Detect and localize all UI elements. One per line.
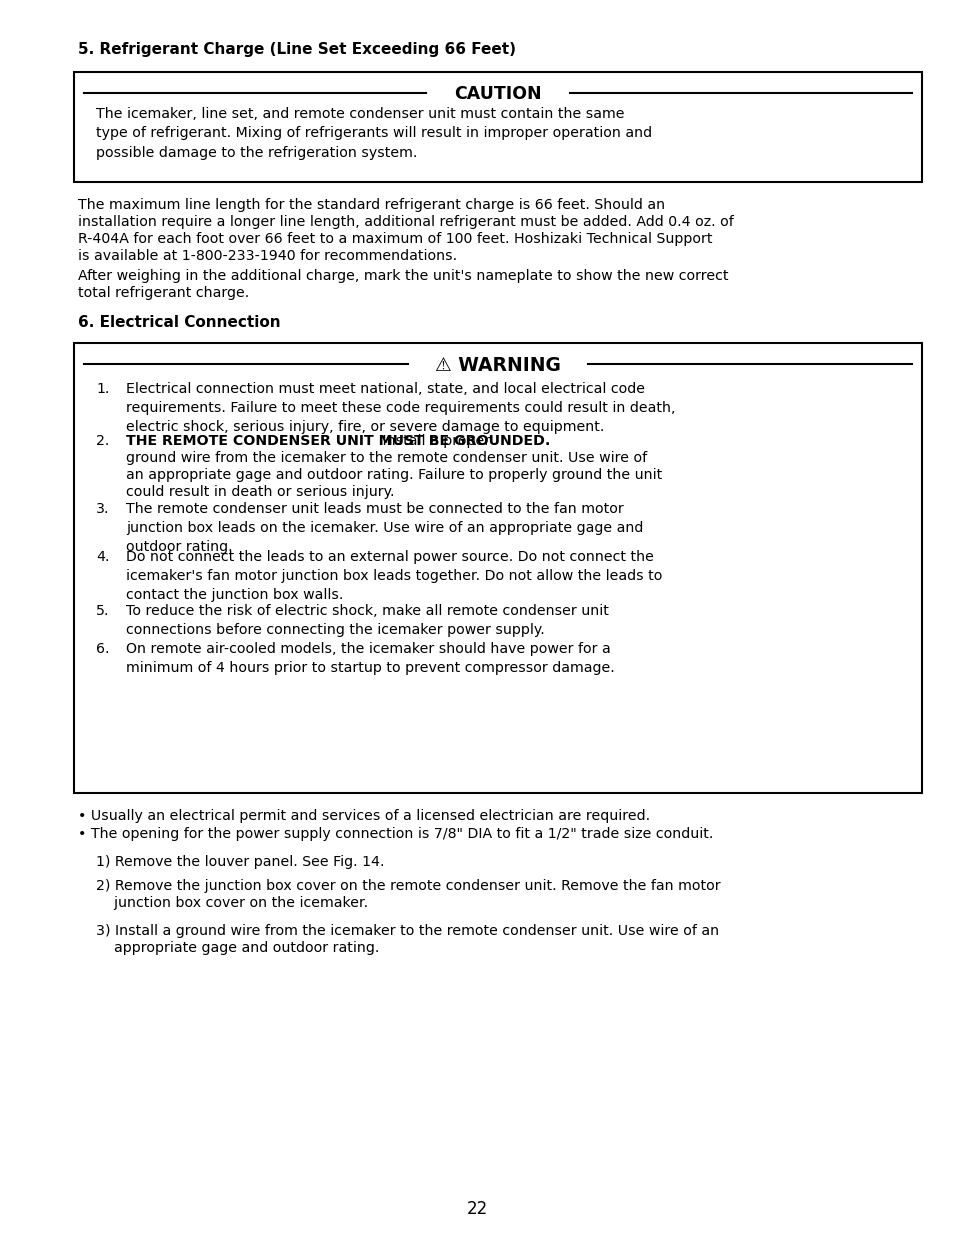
Text: After weighing in the additional charge, mark the unit's nameplate to show the n: After weighing in the additional charge,… [78, 269, 728, 283]
Text: junction box cover on the icemaker.: junction box cover on the icemaker. [96, 897, 368, 910]
Text: appropriate gage and outdoor rating.: appropriate gage and outdoor rating. [96, 941, 379, 955]
Text: 5.: 5. [96, 604, 110, 618]
Text: The maximum line length for the standard refrigerant charge is 66 feet. Should a: The maximum line length for the standard… [78, 198, 664, 212]
Text: could result in death or serious injury.: could result in death or serious injury. [126, 485, 395, 499]
Bar [74, 72, 921, 182]
Text: 22: 22 [466, 1200, 487, 1218]
Text: 6. Electrical Connection: 6. Electrical Connection [78, 315, 280, 330]
Text: 3) Install a ground wire from the icemaker to the remote condenser unit. Use wir: 3) Install a ground wire from the icemak… [96, 924, 719, 939]
Text: 3.: 3. [96, 501, 110, 516]
Text: is available at 1-800-233-1940 for recommendations.: is available at 1-800-233-1940 for recom… [78, 249, 456, 263]
Text: an appropriate gage and outdoor rating. Failure to properly ground the unit: an appropriate gage and outdoor rating. … [126, 468, 661, 482]
Bar [74, 343, 921, 793]
Text: Do not connect the leads to an external power source. Do not connect the
icemake: Do not connect the leads to an external … [126, 550, 662, 601]
Text: 4.: 4. [96, 550, 110, 564]
Text: To reduce the risk of electric shock, make all remote condenser unit
connections: To reduce the risk of electric shock, ma… [126, 604, 608, 637]
Text: total refrigerant charge.: total refrigerant charge. [78, 287, 250, 300]
Text: Electrical connection must meet national, state, and local electrical code
requi: Electrical connection must meet national… [126, 382, 675, 433]
Text: ground wire from the icemaker to the remote condenser unit. Use wire of: ground wire from the icemaker to the rem… [126, 451, 647, 466]
Text: 6.: 6. [96, 642, 110, 656]
Text: 2) Remove the junction box cover on the remote condenser unit. Remove the fan mo: 2) Remove the junction box cover on the … [96, 879, 720, 893]
Text: Install a proper: Install a proper [377, 433, 490, 448]
Text: 2.: 2. [96, 433, 110, 448]
Text: • The opening for the power supply connection is 7/8" DIA to fit a 1/2" trade si: • The opening for the power supply conne… [78, 827, 713, 841]
Text: The remote condenser unit leads must be connected to the fan motor
junction box : The remote condenser unit leads must be … [126, 501, 643, 555]
Text: • Usually an electrical permit and services of a licensed electrician are requir: • Usually an electrical permit and servi… [78, 809, 650, 823]
Text: The icemaker, line set, and remote condenser unit must contain the same
type of : The icemaker, line set, and remote conde… [96, 107, 652, 161]
Text: ⚠ WARNING: ⚠ WARNING [435, 356, 560, 375]
Text: CAUTION: CAUTION [454, 85, 541, 103]
Text: On remote air-cooled models, the icemaker should have power for a
minimum of 4 h: On remote air-cooled models, the icemake… [126, 642, 615, 676]
Text: 1.: 1. [96, 382, 110, 396]
Text: installation require a longer line length, additional refrigerant must be added.: installation require a longer line lengt… [78, 215, 733, 228]
Text: 5. Refrigerant Charge (Line Set Exceeding 66 Feet): 5. Refrigerant Charge (Line Set Exceedin… [78, 42, 516, 57]
Text: 1) Remove the louver panel. See Fig. 14.: 1) Remove the louver panel. See Fig. 14. [96, 855, 384, 869]
Text: R-404A for each foot over 66 feet to a maximum of 100 feet. Hoshizaki Technical : R-404A for each foot over 66 feet to a m… [78, 232, 712, 246]
Text: THE REMOTE CONDENSER UNIT MUST BE GROUNDED.: THE REMOTE CONDENSER UNIT MUST BE GROUND… [126, 433, 550, 448]
